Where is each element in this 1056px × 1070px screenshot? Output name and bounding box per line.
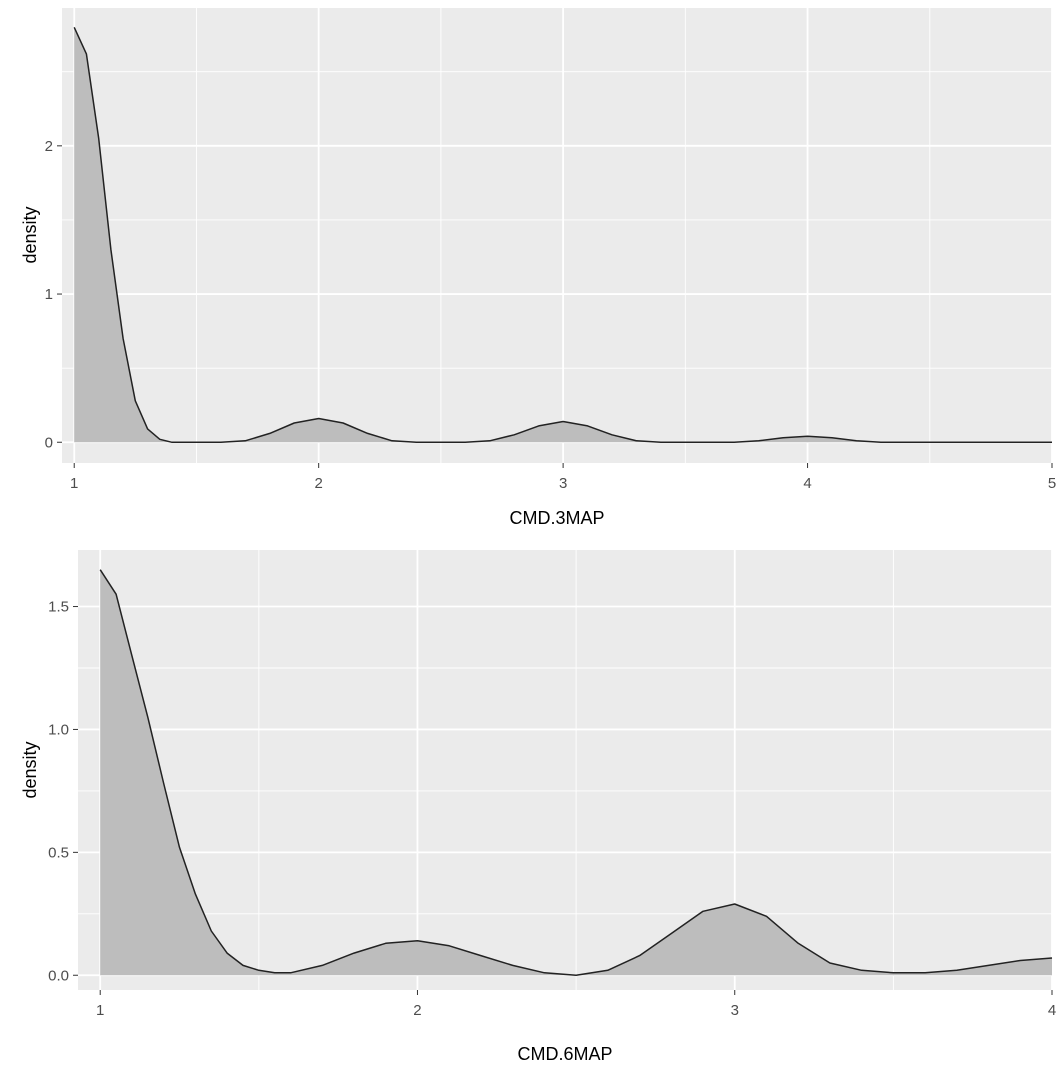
y-tick-label: 1 — [45, 286, 53, 303]
x-tick-label: 4 — [1048, 1002, 1056, 1019]
x-tick-label: 1 — [96, 1002, 104, 1019]
density-line — [99, 569, 1053, 977]
y-tick-label: 1.5 — [48, 599, 69, 616]
x-tick-label: 2 — [413, 1002, 421, 1019]
plot-svg-bottom: 1 2 3 4 0.0 0.5 1.0 1.5 CMD.6MAP density — [20, 550, 1056, 1064]
x-tick-label: 2 — [314, 475, 322, 492]
plot-panel-background — [78, 550, 1052, 990]
density-line — [73, 26, 1052, 444]
density-area — [100, 569, 1052, 976]
plot-svg-top: 1 2 3 4 5 0 1 2 CMD.3MAP density — [20, 8, 1056, 528]
x-axis-title: CMD.3MAP — [509, 508, 604, 528]
y-tick-label: 0 — [45, 434, 53, 451]
x-tick-label: 1 — [70, 475, 78, 492]
x-tick-label: 3 — [731, 1002, 739, 1019]
x-tick-label: 5 — [1048, 475, 1056, 492]
x-tick-label: 4 — [803, 475, 811, 492]
y-tick-label: 0.5 — [48, 844, 69, 861]
y-tick-label: 1.0 — [48, 721, 69, 738]
axis-ticks: 1 2 3 4 0.0 0.5 1.0 1.5 — [48, 599, 1056, 1019]
x-axis-title: CMD.6MAP — [517, 1044, 612, 1064]
y-tick-label: 2 — [45, 138, 53, 155]
y-axis-title: density — [20, 741, 40, 798]
density-plot-cmd-6map: 1 2 3 4 0.0 0.5 1.0 1.5 CMD.6MAP density — [0, 540, 1056, 1065]
density-plot-cmd-3map: 1 2 3 4 5 0 1 2 CMD.3MAP density — [0, 0, 1056, 530]
y-axis-title: density — [20, 206, 40, 263]
axis-ticks: 1 2 3 4 5 0 1 2 — [45, 138, 1056, 492]
plot-panel-background — [62, 8, 1052, 463]
x-tick-label: 3 — [559, 475, 567, 492]
density-curve — [99, 569, 1053, 977]
y-tick-label: 0.0 — [48, 967, 69, 984]
density-curve — [73, 26, 1052, 444]
